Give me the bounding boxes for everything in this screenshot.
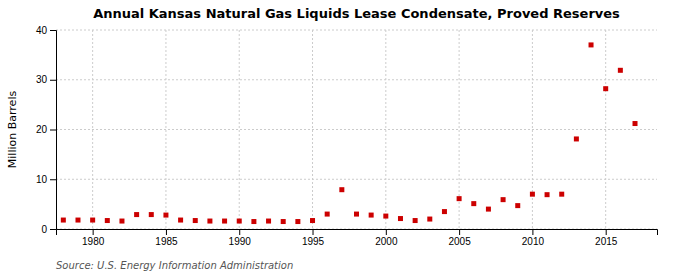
x-tick-mark (313, 229, 314, 235)
point (618, 68, 623, 73)
point (501, 197, 506, 202)
point (457, 196, 462, 201)
point (90, 218, 95, 223)
x-tick: 1980 (82, 229, 105, 247)
point (75, 218, 80, 223)
x-axis: 1980 1985 1990 1995 2000 2005 2010 2015 (57, 229, 658, 247)
point (471, 201, 476, 206)
x-tick-label: 1995 (302, 236, 325, 247)
point (442, 209, 447, 214)
x-tick-mark (386, 229, 387, 235)
point (545, 192, 550, 197)
point (222, 219, 227, 224)
point (251, 219, 256, 224)
point (369, 213, 374, 218)
x-tick: 1985 (155, 229, 178, 247)
grid-line-x (239, 30, 240, 229)
grid-line-y (56, 30, 657, 31)
plot-area: 1980 1985 1990 1995 2000 2005 2010 2015 0 10 20 30 4… (36, 25, 658, 247)
y-tick-mark (50, 30, 56, 31)
y-tick-label: 30 (36, 74, 48, 85)
x-tick: 2005 (448, 229, 471, 247)
x-tick-label: 1990 (229, 236, 252, 247)
x-tick-label: 2005 (448, 236, 471, 247)
point (134, 212, 139, 217)
y-tick: 10 (36, 174, 56, 185)
grid-line-y (56, 179, 657, 180)
source-note: Source: U.S. Energy Information Administ… (56, 260, 293, 271)
point (574, 136, 579, 141)
point (207, 219, 212, 224)
y-tick: 40 (36, 25, 56, 36)
y-tick: 30 (36, 74, 56, 85)
x-tick-mark (532, 229, 533, 235)
point (325, 212, 330, 217)
y-tick-mark (50, 80, 56, 81)
point (295, 219, 300, 224)
point (281, 219, 286, 224)
point (266, 219, 271, 224)
point (310, 218, 315, 223)
point (383, 214, 388, 219)
y-tick-mark (50, 179, 56, 180)
point (61, 218, 66, 223)
y-tick-label: 10 (36, 174, 48, 185)
point (413, 218, 418, 223)
point (119, 219, 124, 224)
x-tick: 2015 (595, 229, 618, 247)
x-axis-line (57, 230, 658, 236)
point (427, 217, 432, 222)
point (237, 219, 242, 224)
point (515, 203, 520, 208)
x-tick-label: 1980 (82, 236, 105, 247)
x-tick-label: 1985 (155, 236, 178, 247)
y-tick-label: 40 (36, 25, 48, 36)
grid-line-y (56, 129, 657, 130)
point (193, 218, 198, 223)
x-tick-mark (239, 229, 240, 235)
y-tick: 0 (41, 224, 56, 235)
y-axis: 0 10 20 30 40 (36, 25, 57, 235)
grid (56, 30, 657, 229)
grid-line-y (56, 79, 657, 80)
point (398, 216, 403, 221)
point (530, 192, 535, 197)
x-tick-mark (93, 229, 94, 235)
point (486, 207, 491, 212)
y-axis-title: Million Barrels (6, 91, 19, 169)
point (633, 121, 638, 126)
y-axis-line (50, 31, 57, 230)
x-tick: 2010 (522, 229, 545, 247)
point (149, 212, 154, 217)
x-tick-mark (606, 229, 607, 235)
x-tick-label: 2000 (375, 236, 398, 247)
point (559, 192, 564, 197)
y-tick: 20 (36, 124, 56, 135)
x-tick: 1995 (302, 229, 325, 247)
point (589, 42, 594, 47)
point (105, 218, 110, 223)
y-tick-label: 20 (36, 124, 48, 135)
x-tick-mark (459, 229, 460, 235)
x-tick-label: 2015 (595, 236, 618, 247)
x-tick-label: 2010 (522, 236, 545, 247)
x-tick-mark (166, 229, 167, 235)
y-tick-mark (50, 229, 56, 230)
chart: 1980 1985 1990 1995 2000 2005 2010 2015 0 10 20 30 4… (0, 0, 675, 275)
point (163, 213, 168, 218)
point (354, 212, 359, 217)
y-tick-label: 0 (41, 224, 47, 235)
x-tick: 1990 (229, 229, 252, 247)
point (178, 218, 183, 223)
y-tick-mark (50, 130, 56, 131)
points (61, 42, 638, 224)
x-tick: 2000 (375, 229, 398, 247)
title: Annual Kansas Natural Gas Liquids Lease … (93, 6, 620, 21)
point (603, 86, 608, 91)
point (339, 187, 344, 192)
